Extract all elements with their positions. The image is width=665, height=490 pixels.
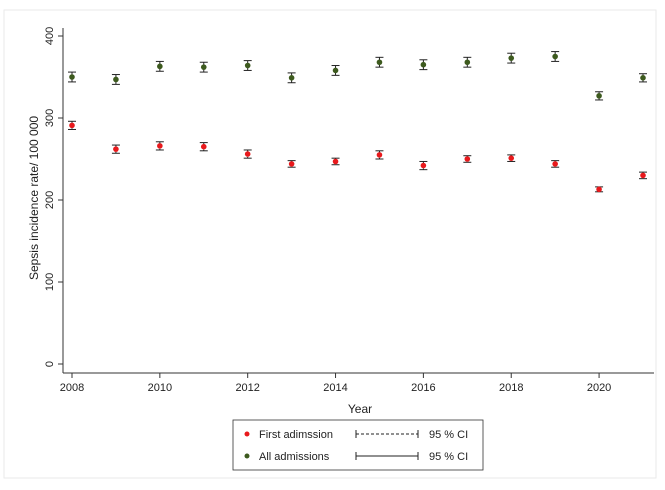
data-point xyxy=(376,59,383,66)
data-point xyxy=(200,64,207,70)
x-axis-title: Year xyxy=(348,402,372,416)
data-point xyxy=(244,151,251,157)
data-point xyxy=(332,158,339,165)
data-point xyxy=(420,162,427,169)
legend: First adimssion 95 % CI All admissions 95 %… xyxy=(232,419,484,471)
data-point xyxy=(552,53,558,60)
legend-box xyxy=(232,419,484,471)
legend-label: First adimssion xyxy=(259,429,333,441)
y-tick-label: 0 xyxy=(44,361,56,367)
series-all-admissions xyxy=(68,51,647,101)
data-point xyxy=(332,67,339,74)
data-point xyxy=(69,74,75,80)
x-tick-label: 2010 xyxy=(148,382,172,394)
legend-label: All admissions xyxy=(259,451,330,463)
data-point xyxy=(464,156,471,162)
x-tick-label: 2020 xyxy=(587,382,611,394)
y-tick-label: 200 xyxy=(44,191,56,209)
data-point xyxy=(552,161,558,167)
series-first-admission xyxy=(68,120,647,193)
data-point xyxy=(464,59,471,66)
x-tick-label: 2012 xyxy=(235,382,259,394)
x-tick-label: 2018 xyxy=(499,382,523,394)
data-point xyxy=(113,76,119,83)
data-point xyxy=(420,61,427,68)
data-point xyxy=(200,143,207,150)
x-tick-label: 2014 xyxy=(323,382,347,394)
data-point xyxy=(69,122,75,129)
x-tick-label: 2008 xyxy=(60,382,84,394)
data-point xyxy=(640,172,646,179)
legend-ci-label: 95 % CI xyxy=(429,451,468,463)
data-point xyxy=(288,75,295,81)
data-point xyxy=(244,62,251,69)
data-point xyxy=(508,155,515,161)
data-point xyxy=(508,55,515,61)
x-tick-label: 2016 xyxy=(411,382,435,394)
data-point xyxy=(596,93,602,99)
y-axis-title: Sepsis incidence rate/ 100 000 xyxy=(27,116,41,280)
legend-ci-label: 95 % CI xyxy=(429,429,468,441)
data-point xyxy=(113,146,119,152)
data-point xyxy=(288,161,295,167)
y-tick-label: 400 xyxy=(44,27,56,45)
legend-marker xyxy=(244,431,250,437)
y-tick-label: 300 xyxy=(44,109,56,127)
data-point xyxy=(640,75,646,81)
data-point xyxy=(157,63,163,70)
data-point xyxy=(596,186,602,193)
data-point xyxy=(376,152,383,158)
legend-marker xyxy=(244,453,250,459)
y-tick-label: 100 xyxy=(44,273,56,291)
plot-frame xyxy=(3,9,657,479)
data-point xyxy=(157,143,163,149)
